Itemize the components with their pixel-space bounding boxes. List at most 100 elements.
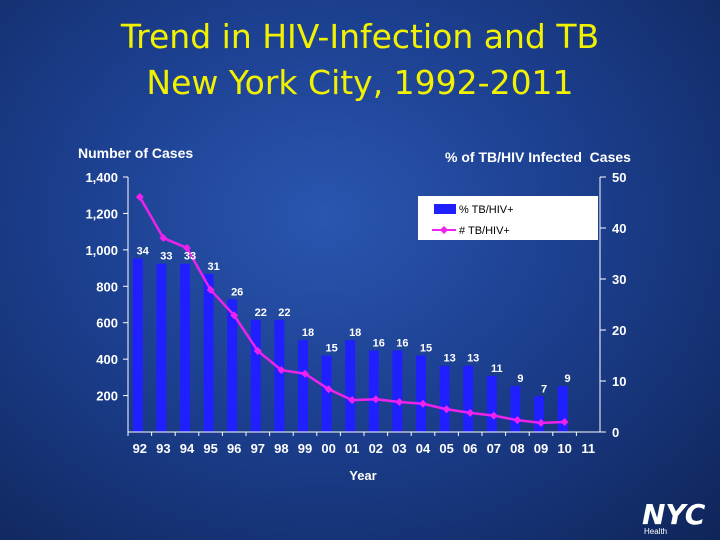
line-point-marker	[395, 397, 404, 406]
x-tick-label: 06	[463, 441, 477, 456]
x-tick-label: 92	[133, 441, 147, 456]
x-tick-label: 05	[439, 441, 453, 456]
left-tick-label: 1,400	[85, 170, 118, 185]
x-axis-label: Year	[349, 468, 376, 483]
bar-pct-tb-hiv	[203, 273, 214, 432]
bar-pct-tb-hiv	[345, 340, 356, 432]
left-tick-label: 1,200	[85, 206, 118, 221]
bar-data-label: 13	[443, 353, 455, 365]
bar-data-label: 7	[541, 383, 547, 395]
bar-data-label: 16	[396, 337, 408, 349]
line-point-marker	[489, 411, 498, 420]
x-tick-label: 95	[203, 441, 217, 456]
bar-pct-tb-hiv	[132, 258, 143, 432]
bar-data-label: 9	[517, 373, 523, 385]
right-tick-label: 10	[612, 374, 626, 389]
bar-data-label: 26	[231, 286, 243, 298]
bar-data-label: 16	[373, 337, 385, 349]
bar-data-label: 22	[278, 307, 290, 319]
bar-pct-tb-hiv	[486, 375, 497, 432]
line-point-marker	[419, 399, 427, 408]
line-point-marker	[277, 366, 286, 375]
bar-data-label: 18	[302, 327, 314, 339]
x-tick-label: 07	[487, 441, 501, 456]
x-tick-label: 10	[557, 441, 571, 456]
bar-pct-tb-hiv	[463, 365, 474, 432]
legend: % TB/HIV+ # TB/HIV+	[418, 196, 598, 240]
line-point-marker	[324, 385, 333, 394]
slide-title-line1: Trend in HIV-Infection and TB	[120, 17, 600, 56]
x-tick-label: 94	[180, 441, 195, 456]
slide-title: Trend in HIV-Infection and TB New York C…	[0, 14, 720, 106]
bar-pct-tb-hiv	[250, 319, 261, 432]
bar-data-label: 22	[255, 307, 267, 319]
bar-pct-tb-hiv	[180, 263, 190, 432]
bar-pct-tb-hiv	[510, 386, 521, 432]
legend-bar-swatch	[434, 204, 456, 214]
legend-line-label: # TB/HIV+	[459, 225, 510, 237]
x-tick-label: 04	[416, 441, 431, 456]
legend-box	[418, 196, 598, 240]
right-axis-label: % of TB/HIV Infected Cases	[445, 149, 631, 165]
x-tick-label: 99	[298, 441, 312, 456]
bar-pct-tb-hiv	[227, 299, 238, 432]
line-point-marker	[466, 408, 475, 417]
bar-pct-tb-hiv	[368, 350, 379, 432]
bar-pct-tb-hiv	[534, 396, 544, 432]
right-tick-label: 0	[612, 425, 619, 440]
x-tick-label: 08	[510, 441, 524, 456]
line-point-marker	[560, 417, 569, 426]
x-tick-label: 11	[581, 441, 595, 456]
left-tick-label: 800	[96, 279, 118, 294]
nyc-logo-text: NYC	[642, 498, 706, 531]
bar-data-label: 15	[420, 343, 432, 355]
bar-pct-tb-hiv	[321, 355, 332, 432]
left-tick-label: 400	[96, 352, 118, 367]
line-point-marker	[230, 311, 239, 320]
x-tick-label: 01	[345, 441, 359, 456]
right-tick-label: 30	[612, 272, 626, 287]
bar-pct-tb-hiv	[439, 365, 450, 432]
x-tick-label: 93	[156, 441, 170, 456]
bar-pct-tb-hiv	[274, 319, 285, 432]
bar-pct-tb-hiv	[298, 340, 308, 432]
bar-pct-tb-hiv	[392, 350, 403, 432]
left-tick-label: 600	[96, 316, 118, 331]
right-tick-label: 40	[612, 221, 626, 236]
x-tick-label: 02	[369, 441, 383, 456]
bar-pct-tb-hiv	[557, 386, 568, 432]
line-point-marker	[206, 285, 215, 294]
left-tick-label: 200	[96, 389, 118, 404]
legend-bar-label: % TB/HIV+	[459, 204, 514, 216]
x-tick-label: 96	[227, 441, 241, 456]
bar-data-label: 33	[160, 251, 172, 263]
bar-pct-tb-hiv	[416, 355, 426, 432]
bar-data-label: 34	[137, 246, 150, 258]
line-point-marker	[371, 395, 380, 404]
bar-data-label: 18	[349, 327, 361, 339]
line-point-marker	[442, 405, 451, 414]
x-tick-label: 97	[251, 441, 265, 456]
line-point-marker	[301, 369, 309, 378]
slide-title-line2: New York City, 1992-2011	[146, 63, 574, 102]
left-tick-label: 1,000	[85, 243, 118, 258]
left-axis-label: Number of Cases	[78, 145, 193, 161]
line-point-marker	[135, 193, 144, 202]
right-tick-label: 20	[612, 323, 626, 338]
line-point-marker	[253, 346, 262, 355]
bar-data-label: 13	[467, 353, 479, 365]
line-point-marker	[159, 234, 168, 243]
bar-data-label: 33	[184, 251, 196, 263]
nyc-health-logo: NYC Health	[642, 498, 706, 536]
line-point-marker	[348, 396, 357, 405]
x-tick-label: 03	[392, 441, 406, 456]
x-tick-label: 98	[274, 441, 288, 456]
bar-pct-tb-hiv	[156, 263, 167, 432]
nyc-logo-subtext: Health	[644, 527, 667, 536]
bar-data-label: 11	[491, 363, 503, 375]
bar-data-label: 15	[325, 343, 337, 355]
line-point-marker	[183, 244, 191, 253]
line-point-marker	[537, 418, 545, 427]
line-point-marker	[513, 416, 522, 425]
